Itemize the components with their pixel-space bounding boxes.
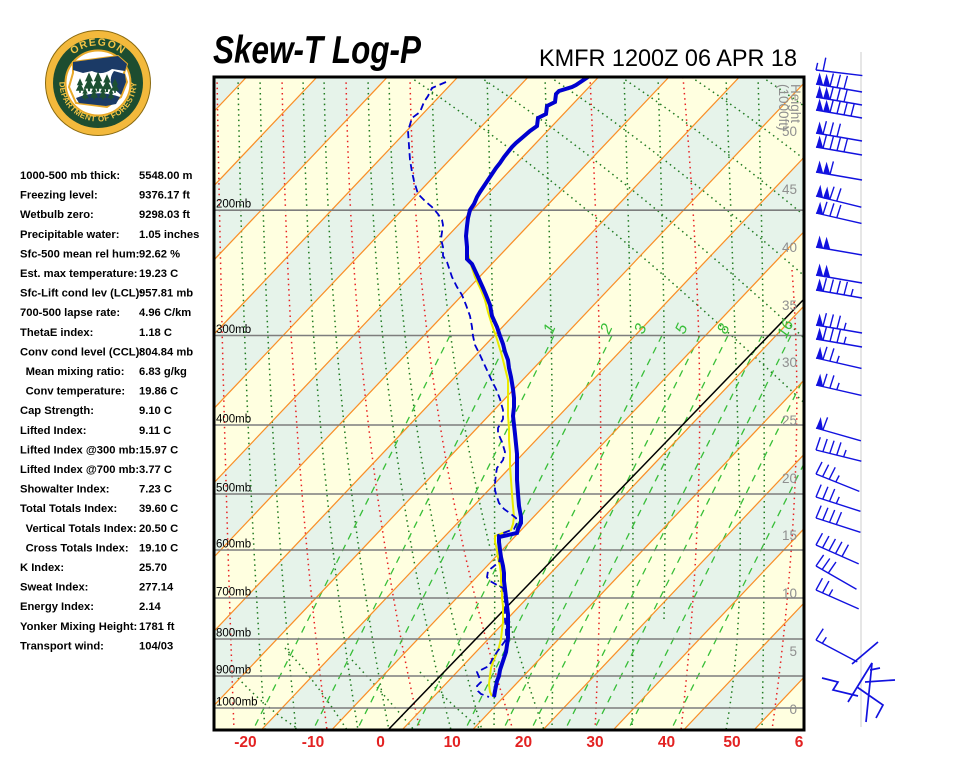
- svg-text:Energy Index:: Energy Index:: [20, 601, 94, 613]
- svg-text:Skew-T Log-P: Skew-T Log-P: [213, 29, 421, 72]
- svg-text:9.11 C: 9.11 C: [139, 425, 171, 437]
- svg-text:1000mb: 1000mb: [216, 697, 258, 709]
- svg-text:25.70: 25.70: [139, 562, 167, 574]
- svg-text:9376.17 ft: 9376.17 ft: [139, 190, 190, 202]
- svg-text:50: 50: [723, 734, 740, 751]
- svg-text:Conv cond level (CCL):: Conv cond level (CCL):: [20, 346, 143, 358]
- svg-text:Cross Totals Index:: Cross Totals Index:: [20, 542, 129, 554]
- svg-text:Est. max temperature:: Est. max temperature:: [20, 268, 138, 280]
- svg-text:Sfc-500 mean rel hum:: Sfc-500 mean rel hum:: [20, 248, 139, 260]
- svg-text:Vertical Totals Index:: Vertical Totals Index:: [20, 523, 137, 535]
- svg-text:1.18 C: 1.18 C: [139, 327, 172, 339]
- svg-text:19.10 C: 19.10 C: [139, 542, 178, 554]
- svg-text:20: 20: [782, 471, 797, 486]
- svg-text:600mb: 600mb: [216, 539, 251, 551]
- svg-text:2.14: 2.14: [139, 601, 162, 613]
- svg-text:45: 45: [782, 182, 797, 197]
- svg-text:Mean mixing ratio:: Mean mixing ratio:: [20, 366, 124, 378]
- svg-text:1000-500 mb thick:: 1000-500 mb thick:: [20, 170, 120, 182]
- svg-text:9.10 C: 9.10 C: [139, 405, 172, 417]
- svg-text:Precipitable water:: Precipitable water:: [20, 229, 119, 241]
- svg-text:20: 20: [515, 734, 532, 751]
- svg-text:(1000ft): (1000ft): [776, 84, 791, 131]
- svg-text:Height: Height: [788, 84, 803, 123]
- svg-text:Cap Strength:: Cap Strength:: [20, 405, 94, 417]
- svg-text:3.77 C: 3.77 C: [139, 464, 172, 476]
- svg-text:-10: -10: [302, 734, 324, 751]
- svg-text:Total Totals Index:: Total Totals Index:: [20, 503, 117, 515]
- svg-text:9298.03 ft: 9298.03 ft: [139, 209, 190, 221]
- svg-text:400mb: 400mb: [216, 414, 251, 426]
- svg-text:25: 25: [782, 413, 797, 428]
- svg-text:200mb: 200mb: [216, 199, 251, 211]
- svg-text:30: 30: [586, 734, 603, 751]
- svg-text:5548.00 m: 5548.00 m: [139, 170, 193, 182]
- svg-text:Transport wind:: Transport wind:: [20, 640, 104, 652]
- svg-text:-20: -20: [234, 734, 256, 751]
- svg-text:Freezing level:: Freezing level:: [20, 190, 98, 202]
- svg-text:Conv temperature:: Conv temperature:: [20, 386, 125, 398]
- svg-text:Lifted Index:: Lifted Index:: [20, 425, 87, 437]
- svg-text:4.96 C/km: 4.96 C/km: [139, 307, 191, 319]
- svg-text:39.60 C: 39.60 C: [139, 503, 178, 515]
- svg-text:6: 6: [795, 734, 804, 751]
- svg-text:300mb: 300mb: [216, 324, 251, 336]
- svg-text:Lifted Index @700 mb:: Lifted Index @700 mb:: [20, 464, 139, 476]
- svg-text:15: 15: [782, 528, 797, 543]
- svg-text:30: 30: [782, 355, 797, 370]
- svg-text:K Index:: K Index:: [20, 562, 64, 574]
- svg-text:Wetbulb zero:: Wetbulb zero:: [20, 209, 94, 221]
- svg-text:35: 35: [782, 298, 797, 313]
- svg-text:1781 ft: 1781 ft: [139, 621, 175, 633]
- svg-text:92.62 %: 92.62 %: [139, 248, 180, 260]
- svg-text:15.97 C: 15.97 C: [139, 444, 178, 456]
- svg-text:500mb: 500mb: [216, 483, 251, 495]
- svg-text:40: 40: [782, 240, 797, 255]
- svg-text:1.05 inches: 1.05 inches: [139, 229, 199, 241]
- svg-text:957.81 mb: 957.81 mb: [139, 288, 193, 300]
- svg-text:Sweat Index:: Sweat Index:: [20, 582, 88, 594]
- svg-text:277.14: 277.14: [139, 582, 174, 594]
- svg-text:700mb: 700mb: [216, 587, 251, 599]
- svg-text:Yonker Mixing Height:: Yonker Mixing Height:: [20, 621, 137, 633]
- svg-text:ThetaE index:: ThetaE index:: [20, 327, 93, 339]
- svg-text:10: 10: [444, 734, 461, 751]
- svg-text:804.84 mb: 804.84 mb: [139, 346, 193, 358]
- svg-text:0: 0: [789, 702, 797, 717]
- svg-text:800mb: 800mb: [216, 628, 251, 640]
- svg-text:10: 10: [782, 586, 797, 601]
- svg-text:104/03: 104/03: [139, 640, 173, 652]
- svg-text:20.50 C: 20.50 C: [139, 523, 178, 535]
- svg-text:7.23 C: 7.23 C: [139, 484, 172, 496]
- svg-text:16: 16: [774, 317, 797, 340]
- svg-text:900mb: 900mb: [216, 665, 251, 677]
- svg-text:40: 40: [658, 734, 675, 751]
- svg-text:19.23 C: 19.23 C: [139, 268, 178, 280]
- svg-text:Lifted Index @300 mb:: Lifted Index @300 mb:: [20, 444, 139, 456]
- svg-text:50: 50: [782, 124, 797, 139]
- svg-text:700-500 lapse rate:: 700-500 lapse rate:: [20, 307, 120, 319]
- svg-text:6.83 g/kg: 6.83 g/kg: [139, 366, 187, 378]
- svg-text:5: 5: [789, 644, 797, 659]
- svg-text:Sfc-Lift cond lev (LCL):: Sfc-Lift cond lev (LCL):: [20, 288, 143, 300]
- svg-text:0: 0: [376, 734, 385, 751]
- svg-text:KMFR 1200Z 06 APR 18: KMFR 1200Z 06 APR 18: [539, 45, 797, 72]
- svg-text:19.86 C: 19.86 C: [139, 386, 178, 398]
- svg-text:Showalter Index:: Showalter Index:: [20, 484, 110, 496]
